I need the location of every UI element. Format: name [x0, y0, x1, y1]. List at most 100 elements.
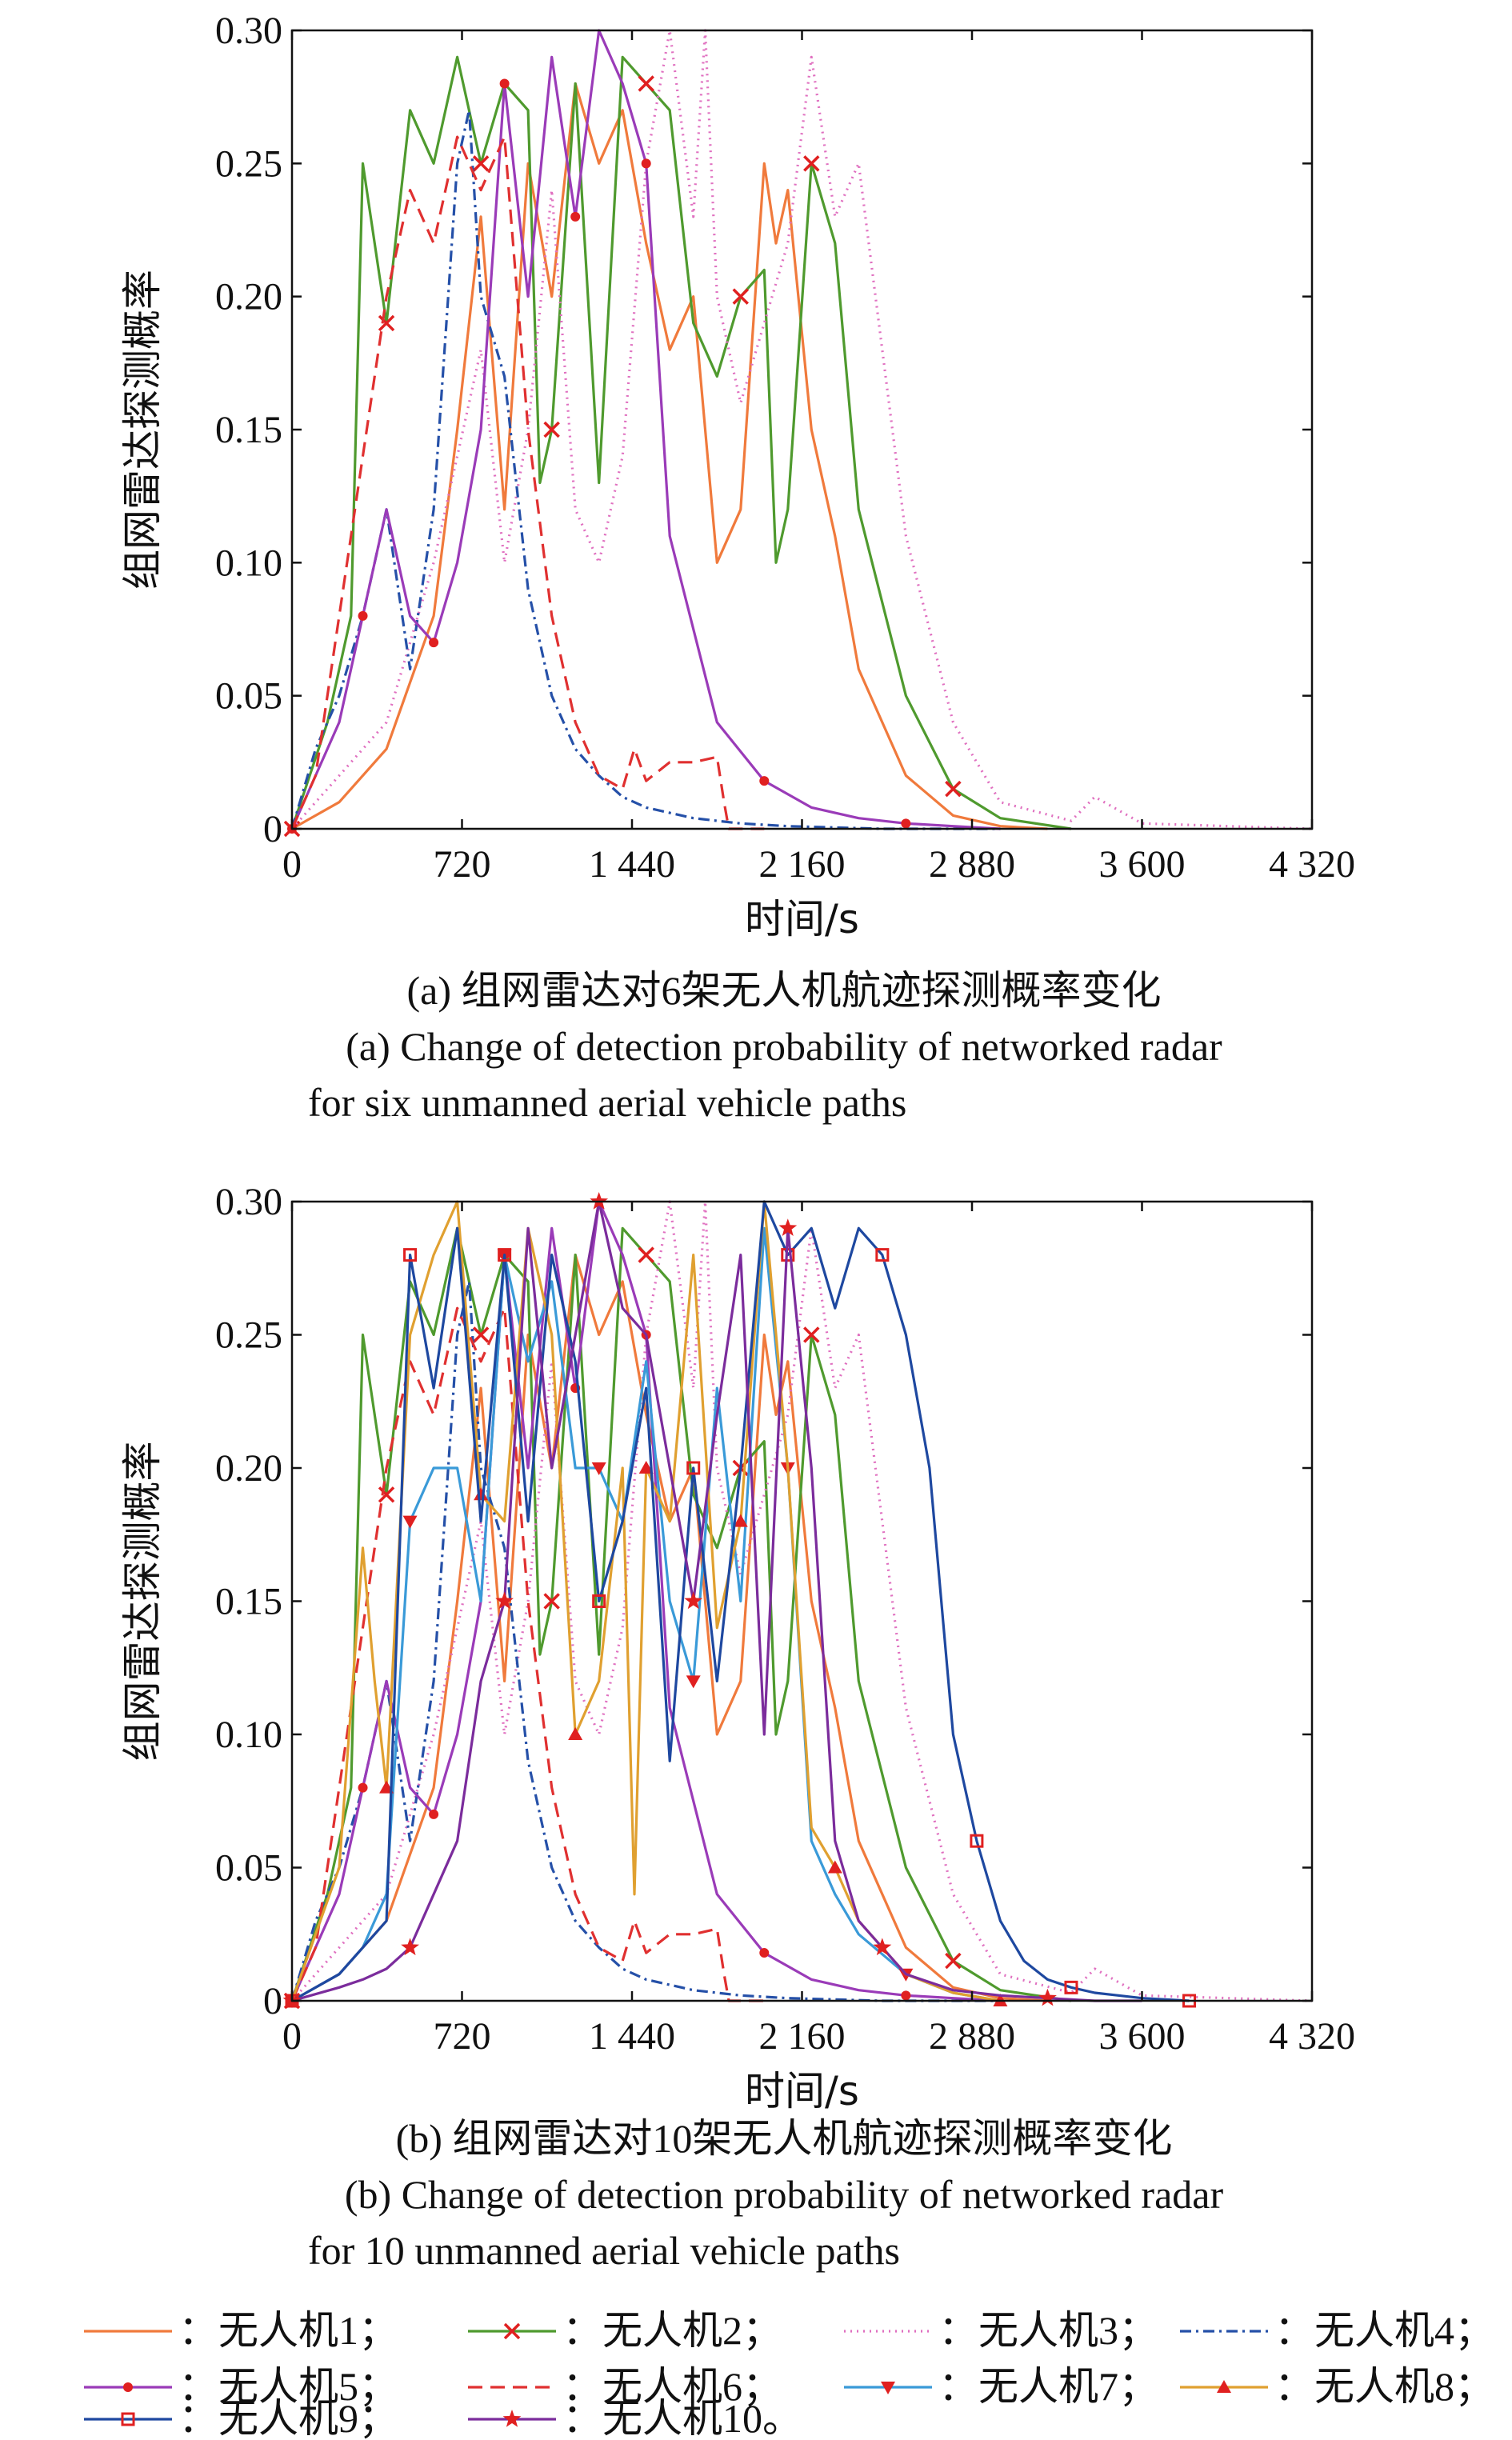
legend-label-uav4: ：无人机4；: [1274, 2308, 1494, 2353]
y-tick-label: 0.05: [215, 1847, 282, 1890]
legend-marker-uav8: [1217, 2380, 1231, 2393]
marker-uav7: [402, 1515, 418, 1529]
x-tick-label: 2 880: [929, 2015, 1015, 2058]
marker-uav8: [568, 1727, 583, 1740]
x-tick-label: 0: [282, 843, 302, 886]
marker-uav8: [827, 1860, 842, 1874]
legend-item-uav5: ：无人机5；: [84, 2364, 398, 2409]
y-tick-label: 0: [263, 808, 282, 850]
marker-uav2: [543, 1593, 560, 1610]
caption-cn-a: (a) 组网雷达对6架无人机航迹探测概率变化: [407, 968, 1162, 1013]
legend-item-uav1: ：无人机1；: [84, 2308, 398, 2353]
marker-uav9: [592, 1594, 606, 1608]
legend-label-uav8: ：无人机8；: [1274, 2364, 1494, 2409]
marker-uav5: [499, 78, 510, 89]
x-tick-label: 720: [434, 843, 491, 886]
marker-uav10: [778, 1218, 798, 1236]
marker-uav10: [495, 1591, 514, 1610]
series-line-uav2: [290, 55, 1072, 830]
legend-label-uav10: ：无人机10。: [562, 2396, 802, 2440]
marker-uav2: [472, 1326, 490, 1343]
marker-uav5: [901, 818, 911, 829]
marker-uav7: [591, 1462, 606, 1475]
series-line-uav5: [290, 29, 1001, 830]
marker-uav9: [1064, 1980, 1078, 1994]
marker-uav9: [686, 1461, 701, 1475]
marker-uav2: [543, 421, 560, 438]
marker-uav2: [378, 1486, 395, 1503]
x-tick-label: 720: [434, 2015, 491, 2058]
y-tick-label: 0.15: [215, 1581, 282, 1623]
legend-label-uav9: ：无人机9；: [178, 2396, 398, 2440]
series-line-uav3: [290, 1200, 1313, 2002]
marker-uav2: [732, 288, 750, 305]
y-tick-label: 0.10: [215, 542, 282, 584]
caption-en-a-line2: for six unmanned aerial vehicle paths: [308, 1080, 906, 1125]
x-tick-label: 2 880: [929, 843, 1015, 886]
series-line-uav6: [290, 135, 765, 830]
legend-label-uav7: ：无人机7；: [938, 2364, 1158, 2409]
x-tick-label: 2 160: [759, 843, 846, 886]
x-tick-label: 3 600: [1099, 2015, 1186, 2058]
marker-uav10: [684, 1591, 703, 1610]
legend-item-uav7: ：无人机7；: [844, 2364, 1158, 2409]
y-tick-label: 0.25: [215, 1314, 282, 1357]
marker-uav5: [358, 1782, 368, 1793]
marker-uav5: [429, 1809, 439, 1819]
legend-label-uav1: ：无人机1；: [178, 2308, 398, 2353]
legend-marker-uav7: [881, 2382, 895, 2394]
legend-item-uav8: ：无人机8；: [1180, 2364, 1494, 2409]
series-group-b: [282, 1192, 1313, 2010]
chart-panel-b: (b) 组网雷达对10架无人机航迹探测概率变化 (b) Change of de…: [119, 1181, 1355, 2273]
marker-uav8: [474, 1487, 489, 1501]
y-tick-label: 0.05: [215, 675, 282, 718]
y-tick-label: 0.30: [215, 10, 282, 52]
marker-uav9: [403, 1248, 418, 1262]
marker-uav2: [638, 75, 654, 92]
x-tick-label: 2 160: [759, 2015, 846, 2058]
marker-uav10: [401, 1938, 419, 1956]
legend: ：无人机1； ：无人机2； ：无人机3； ：无人机4；：无人机5； ：无人机6； ：无人机…: [84, 2308, 1494, 2440]
legend-item-uav4: ：无人机4；: [1180, 2308, 1494, 2353]
marker-uav8: [733, 1514, 748, 1527]
legend-item-uav3: ：无人机3；: [844, 2308, 1158, 2353]
y-tick-label: 0.25: [215, 142, 282, 185]
x-axis-label: 时间/s: [745, 2068, 859, 2114]
marker-uav5: [901, 1990, 911, 2001]
x-tick-label: 4 320: [1269, 2015, 1355, 2058]
y-tick-label: 0.20: [215, 276, 282, 318]
marker-uav5: [641, 158, 651, 169]
y-tick-label: 0.30: [215, 1181, 282, 1223]
marker-uav2: [945, 1952, 962, 1970]
series-group-a: [283, 29, 1313, 838]
legend-marker-uav9: [121, 2412, 135, 2426]
legend-item-uav2: ：无人机2；: [468, 2308, 782, 2353]
legend-item-uav9: ：无人机9；: [84, 2396, 398, 2440]
marker-uav9: [970, 1834, 984, 1848]
legend-label-uav3: ：无人机3；: [938, 2308, 1158, 2353]
marker-uav9: [498, 1248, 512, 1262]
marker-uav2: [472, 155, 490, 172]
x-tick-label: 3 600: [1099, 843, 1186, 886]
marker-uav2: [945, 780, 962, 798]
series-line-uav10: [291, 1200, 1142, 2002]
marker-uav5: [570, 211, 581, 222]
y-tick-label: 0.20: [215, 1447, 282, 1490]
marker-uav5: [358, 610, 368, 621]
x-tick-label: 1 440: [589, 843, 675, 886]
marker-uav10: [1038, 1988, 1057, 2006]
marker-uav2: [638, 1246, 654, 1263]
marker-uav10: [873, 1938, 892, 1956]
marker-uav2: [378, 314, 395, 332]
plot-frame: [290, 29, 1314, 830]
marker-uav9: [875, 1248, 890, 1262]
y-tick-label: 0: [263, 1980, 282, 2022]
chart-panel-a: (a) 组网雷达对6架无人机航迹探测概率变化 (a) Change of det…: [119, 10, 1355, 1125]
marker-uav8: [638, 1461, 654, 1474]
legend-marker-uav10: [502, 2410, 522, 2427]
legend-label-uav6: ：无人机6；: [562, 2364, 782, 2409]
marker-uav5: [429, 638, 439, 648]
series-line-uav1: [291, 82, 1048, 830]
x-tick-label: 0: [282, 2015, 302, 2058]
caption-cn-b: (b) 组网雷达对10架无人机航迹探测概率变化: [396, 2116, 1173, 2161]
